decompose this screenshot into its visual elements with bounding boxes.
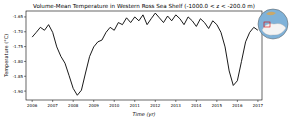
x-tick-label: 2013 xyxy=(171,103,182,108)
title: Volume-Mean Temperature in Western Ross … xyxy=(33,3,255,10)
x-tick xyxy=(196,100,197,102)
x-tick-label: 2009 xyxy=(89,103,100,108)
y-tick xyxy=(24,46,26,47)
y-tick xyxy=(24,16,26,17)
x-tick-label: 2015 xyxy=(212,103,223,108)
x-tick xyxy=(32,100,33,102)
inset-map xyxy=(258,9,288,39)
y-tick xyxy=(24,31,26,32)
line-series xyxy=(32,13,258,95)
plot-area xyxy=(32,13,258,95)
y-tick-label: -1.80 xyxy=(13,59,24,64)
x-tick xyxy=(114,100,115,102)
y-tick xyxy=(24,76,26,77)
x-tick-label: 2011 xyxy=(130,103,141,108)
x-tick xyxy=(52,100,53,102)
x-tick-label: 2008 xyxy=(68,103,79,108)
x-tick xyxy=(134,100,135,102)
x-tick-label: 2014 xyxy=(191,103,202,108)
y-tick-label: -1.65 xyxy=(13,14,24,19)
antarctica xyxy=(262,24,286,36)
y-tick-label: -1.70 xyxy=(13,29,24,34)
y-axis-label: Temperature (°C) xyxy=(3,34,10,78)
y-tick-label: -1.75 xyxy=(13,44,24,49)
x-tick xyxy=(216,100,217,102)
x-tick-label: 2010 xyxy=(109,103,120,108)
x-tick xyxy=(155,100,156,102)
x-tick-label: 2007 xyxy=(48,103,59,108)
x-tick xyxy=(73,100,74,102)
x-tick xyxy=(237,100,238,102)
y-tick xyxy=(24,91,26,92)
x-tick xyxy=(257,100,258,102)
x-tick xyxy=(175,100,176,102)
globe xyxy=(258,9,288,39)
x-tick-label: 2012 xyxy=(150,103,161,108)
x-tick-label: 2017 xyxy=(253,103,264,108)
y-tick xyxy=(24,61,26,62)
x-tick-label: 2016 xyxy=(232,103,243,108)
region-box xyxy=(264,22,270,27)
x-tick xyxy=(93,100,94,102)
y-tick-label: -1.85 xyxy=(13,74,24,79)
x-axis-label: Time (yr) xyxy=(133,111,156,118)
y-tick-label: -1.90 xyxy=(13,89,24,94)
landmass xyxy=(266,12,276,16)
plot-frame xyxy=(26,11,262,100)
chart: Volume-Mean Temperature in Western Ross … xyxy=(0,0,300,120)
x-tick-label: 2006 xyxy=(27,103,38,108)
